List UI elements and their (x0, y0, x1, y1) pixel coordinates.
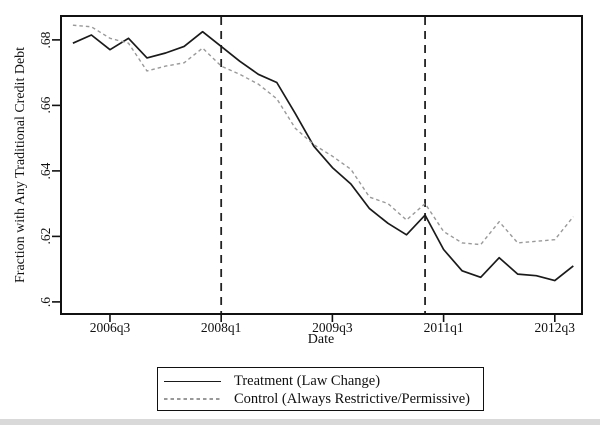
bottom-gray-strip (0, 419, 600, 425)
legend-box: Treatment (Law Change) Control (Always R… (157, 367, 484, 411)
y-tick-label: .66 (38, 96, 53, 114)
series-line-treatment (72, 30, 574, 282)
y-axis-title: Fraction with Any Traditional Credit Deb… (13, 46, 28, 284)
x-tick-label: 2012q3 (534, 320, 576, 335)
y-tick-label: .64 (38, 162, 53, 180)
treatment-solid-line-swatch (164, 380, 221, 382)
x-tick-label: 2006q3 (89, 320, 131, 335)
control-dashed-line-swatch (164, 398, 221, 400)
legend-label-treatment: Treatment (Law Change) (234, 373, 381, 389)
y-tick-label: .68 (38, 31, 53, 49)
plot-area (52, 15, 583, 322)
y-tick-label: .62 (38, 227, 53, 245)
legend-label-control: Control (Always Restrictive/Permissive) (234, 391, 470, 407)
x-tick-label: 2008q1 (200, 320, 242, 335)
legend-item-control: Control (Always Restrictive/Permissive) (164, 390, 483, 408)
x-axis-title: Date (307, 332, 335, 347)
x-tick-label: 2011q1 (423, 320, 464, 335)
series-line-control (72, 24, 574, 246)
legend-item-treatment: Treatment (Law Change) (164, 372, 483, 390)
plot-frame (60, 15, 583, 315)
x-tick-label: 2009q3 (312, 320, 353, 335)
y-tick-label: .6 (38, 296, 53, 307)
